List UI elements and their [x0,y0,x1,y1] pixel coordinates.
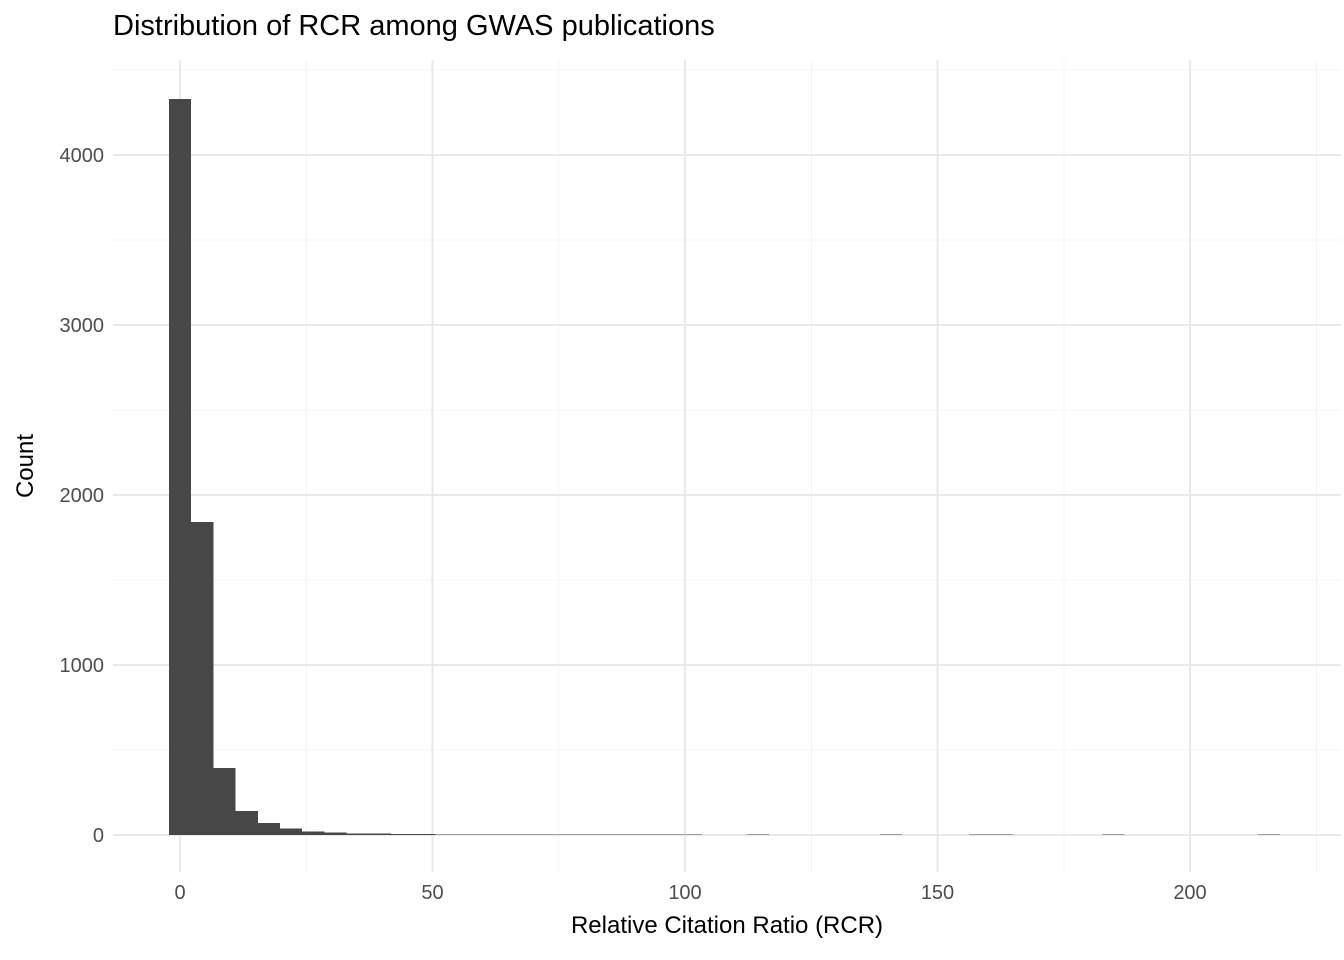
histogram-bar [302,831,325,835]
y-tick-label: 4000 [60,145,105,167]
y-tick-label: 0 [93,825,104,847]
histogram-bar [1102,834,1125,835]
histogram-bar [591,834,614,835]
histogram-bar [613,834,636,835]
histogram-bar [502,834,525,835]
y-tick-label: 2000 [60,485,105,507]
histogram-bar [1257,834,1280,835]
x-axis-title: Relative Citation Ratio (RCR) [570,912,884,939]
x-tick-label: 200 [1173,882,1206,904]
y-tick-label: 3000 [60,315,105,337]
histogram-bar [346,833,369,835]
histogram-bar [479,834,503,835]
histogram-bar [368,833,392,835]
y-axis-title: Count [12,433,39,499]
histogram-bar [257,823,280,835]
x-tick-label: 0 [174,882,185,904]
histogram-bar [679,834,703,835]
histogram-bar [635,834,658,835]
histogram-bar [991,834,1014,835]
histogram-bar [546,834,569,835]
y-tick-label: 1000 [60,655,105,677]
histogram-bar [413,833,436,835]
x-tick-label: 100 [668,882,701,904]
histogram-bar [746,834,769,835]
histogram-bar [657,834,680,835]
histogram-bar [968,834,992,835]
histogram-bar [457,834,480,835]
x-tick-label: 150 [921,882,954,904]
histogram-bar [279,828,303,835]
histogram-bar [568,834,592,835]
histogram-bar [435,834,458,835]
histogram-bar [213,767,236,835]
histogram-bar [191,522,214,835]
histogram-bar [524,834,547,835]
histogram-bar [235,811,258,835]
x-tick-label: 50 [421,882,443,904]
histogram-bar [324,832,347,835]
histogram-bar [879,834,903,835]
histogram-bar [168,98,192,835]
chart-title: Distribution of RCR among GWAS publicati… [113,10,715,42]
histogram-bar [391,833,414,835]
